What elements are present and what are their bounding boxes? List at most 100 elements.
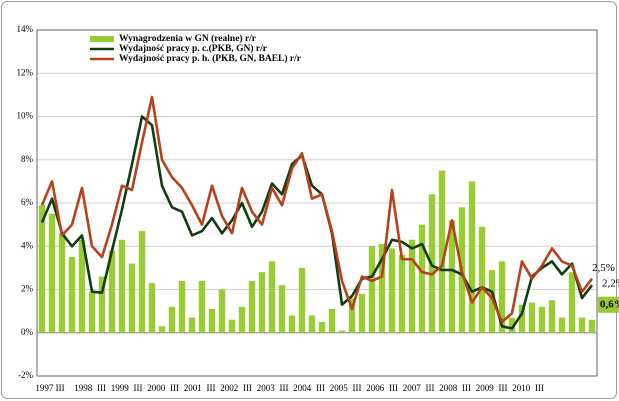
bar: [298, 267, 306, 333]
x-tick-label: III: [207, 383, 216, 393]
bar: [558, 317, 566, 333]
bar: [568, 272, 576, 333]
bar: [518, 304, 526, 333]
y-tick-label: 4%: [21, 240, 34, 250]
line: [40, 95, 594, 324]
x-tick-label: 2008: [439, 383, 458, 393]
x-tick-label: 2003: [257, 383, 276, 393]
bar: [288, 315, 296, 333]
x-tick-label: III: [134, 383, 143, 393]
bar: [118, 239, 126, 333]
x-tick-label: III: [280, 383, 289, 393]
y-tick-label: 6%: [21, 197, 34, 207]
bar: [308, 315, 316, 333]
bar: [278, 285, 286, 333]
x-tick-label: 1997 III: [35, 383, 64, 393]
legend-swatch: [90, 36, 114, 42]
bar: [528, 302, 536, 333]
bar: [578, 317, 586, 333]
bar: [358, 293, 366, 333]
bar: [98, 276, 106, 333]
bar: [248, 280, 256, 333]
x-tick-label: 2009: [476, 383, 495, 393]
bar: [258, 272, 266, 333]
x-tick-label: 2002: [220, 383, 238, 393]
x-tick-label: 2010: [512, 383, 531, 393]
bar: [318, 321, 326, 333]
bar: [158, 326, 166, 333]
bar: [218, 289, 226, 333]
x-tick-label: 2000: [147, 383, 166, 393]
bar: [128, 263, 136, 333]
bar: [148, 283, 156, 333]
x-tick-label: III: [535, 383, 544, 393]
bar: [548, 300, 556, 333]
bar: [88, 291, 96, 333]
bar: [198, 280, 206, 333]
legend-label: Wynagrodzenia w GN (realne) r/r: [119, 33, 257, 44]
bar: [408, 239, 416, 333]
value-label: 0,6%: [600, 298, 619, 310]
bar: [38, 205, 46, 333]
x-tick-label: 2007: [403, 383, 422, 393]
y-tick-label: 10%: [17, 111, 34, 121]
bar: [478, 226, 486, 333]
bar: [178, 280, 186, 333]
plot-border: [36, 29, 598, 377]
y-tick-label: 0%: [21, 327, 34, 337]
x-tick-label: III: [316, 383, 325, 393]
bar: [508, 317, 516, 333]
bar: [48, 213, 56, 333]
bar: [188, 317, 196, 333]
bar: [348, 298, 356, 333]
x-tick-label: 1998: [74, 383, 93, 393]
bar: [388, 248, 396, 333]
x-tick-label: 2006: [366, 383, 385, 393]
bar: [78, 239, 86, 333]
value-label-box: [598, 296, 619, 313]
bar: [418, 224, 426, 333]
y-tick-label: 8%: [21, 154, 34, 164]
bar: [368, 246, 376, 333]
bar: [168, 306, 176, 333]
bar: [438, 170, 446, 333]
x-tick-label: 2001: [184, 383, 202, 393]
bar: [498, 261, 506, 333]
x-tick-label: III: [97, 383, 106, 393]
bar: [108, 250, 116, 333]
bar: [328, 308, 336, 333]
x-tick-label: 2005: [330, 383, 349, 393]
legend-label: Wydajność pracy p. c.(PKB, GN) r/r: [119, 43, 268, 54]
bar: [448, 220, 456, 333]
bar: [228, 319, 236, 333]
value-label: 2,5%: [592, 262, 615, 274]
y-tick-label: -2%: [18, 370, 33, 380]
x-tick-label: 1999: [111, 383, 130, 393]
bar: [68, 257, 76, 333]
legend-label: Wydajność pracy p. h. (PKB, GN, BAEL) r/…: [119, 53, 302, 64]
x-tick-label: III: [243, 383, 252, 393]
bar: [58, 233, 66, 333]
bar: [268, 261, 276, 333]
y-tick-label: 2%: [21, 284, 34, 294]
bar: [588, 319, 596, 333]
x-tick-label: III: [426, 383, 435, 393]
bar: [398, 254, 406, 333]
x-tick-label: III: [499, 383, 508, 393]
x-tick-label: III: [170, 383, 179, 393]
x-tick-label: 2004: [293, 383, 312, 393]
bar: [238, 306, 246, 333]
y-tick-label: 12%: [17, 67, 34, 77]
bar: [208, 308, 216, 333]
bar: [338, 330, 346, 333]
value-label: 2,2%: [602, 278, 619, 290]
x-tick-label: III: [462, 383, 471, 393]
bar: [468, 181, 476, 333]
y-tick-label: 14%: [17, 24, 34, 34]
bar: [378, 244, 386, 333]
x-tick-label: III: [389, 383, 398, 393]
bar: [138, 231, 146, 333]
x-tick-label: III: [353, 383, 362, 393]
